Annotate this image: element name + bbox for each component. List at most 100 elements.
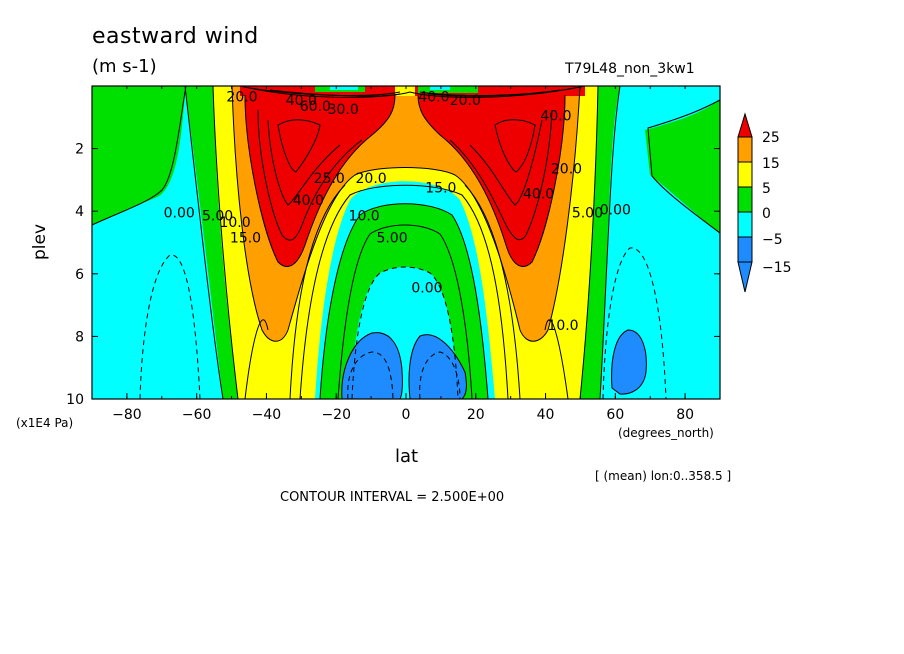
x-tick-label: 20 bbox=[467, 407, 485, 423]
run-id: T79L48_non_3kw1 bbox=[565, 61, 695, 77]
colorbar-bottom-triangle bbox=[737, 261, 753, 293]
contour-line bbox=[599, 86, 621, 399]
x-tick-label: 80 bbox=[676, 407, 694, 423]
contour-label: 5.00 bbox=[572, 205, 603, 221]
y-tick-label: 6 bbox=[75, 267, 84, 283]
x-tick-label: 60 bbox=[606, 407, 624, 423]
colorbar-swatch-5-15 bbox=[737, 161, 753, 188]
x-tick-label: −20 bbox=[321, 407, 351, 423]
contour-label: 20.0 bbox=[551, 162, 582, 178]
contour-line bbox=[429, 89, 561, 97]
chart-units: (m s-1) bbox=[92, 56, 157, 77]
y-tick-label: 2 bbox=[75, 142, 84, 158]
colorbar-label: 5 bbox=[762, 181, 771, 197]
y-tick-label: 8 bbox=[75, 329, 84, 345]
x-tick-label: −40 bbox=[252, 407, 282, 423]
contour-line bbox=[579, 86, 599, 399]
x-tick-label: 0 bbox=[402, 407, 411, 423]
contour-interval-note: CONTOUR INTERVAL = 2.500E+00 bbox=[280, 490, 505, 505]
contour-line bbox=[647, 99, 720, 234]
contour-label: 15.0 bbox=[425, 180, 456, 196]
contour-line bbox=[408, 334, 467, 399]
colorbar-label: −15 bbox=[762, 260, 792, 276]
contour-line bbox=[464, 184, 521, 399]
contour-label: 40.0 bbox=[286, 93, 317, 109]
contour-label: 10.0 bbox=[547, 318, 578, 334]
colorbar-swatch-0-5 bbox=[737, 186, 753, 213]
y-axis-units: (x1E4 Pa) bbox=[16, 416, 74, 430]
contour-label: 40.0 bbox=[523, 187, 554, 203]
colorbar-label: 15 bbox=[762, 156, 780, 172]
contour-label: 15.0 bbox=[230, 231, 261, 247]
contour-label: 0.00 bbox=[600, 202, 631, 218]
contour-line bbox=[469, 119, 543, 206]
contour-line-dashed bbox=[419, 351, 461, 399]
contour-label: 5.00 bbox=[202, 209, 233, 225]
contour-line bbox=[184, 86, 224, 399]
contour-lines bbox=[92, 86, 720, 399]
x-tick-label: −60 bbox=[182, 407, 212, 423]
contour-line-dashed bbox=[602, 247, 667, 399]
contour-line bbox=[212, 86, 239, 399]
contour-line bbox=[337, 224, 473, 399]
fill-red-left bbox=[245, 91, 395, 267]
y-axis: 2 4 6 8 10 bbox=[66, 142, 720, 408]
fill-top-yellow bbox=[395, 86, 415, 96]
fill-blue-pool-left bbox=[341, 332, 403, 399]
contour-line-dashed bbox=[347, 351, 394, 399]
contour-labels: 20.0 40.060.030.040.0 20.040.025.040.020.0… bbox=[164, 90, 631, 334]
contour-line bbox=[611, 329, 647, 395]
colorbar-label: 0 bbox=[762, 206, 771, 222]
contour-line-dashed bbox=[351, 266, 459, 399]
x-axis-label: lat bbox=[395, 446, 419, 467]
contour-line bbox=[244, 94, 396, 267]
colorbar-swatch-m15-m5 bbox=[737, 236, 753, 263]
y-tick-label: 4 bbox=[75, 204, 84, 220]
fill-green-band-left bbox=[92, 86, 186, 225]
contour-line bbox=[267, 119, 341, 206]
contour-line bbox=[341, 332, 403, 399]
x-tick-label: −80 bbox=[112, 407, 142, 423]
contour-label: 20.0 bbox=[450, 93, 481, 109]
contour-line bbox=[239, 86, 586, 98]
contour-label: 0.00 bbox=[164, 205, 195, 221]
contour-line bbox=[289, 184, 346, 399]
colorbar-label: 25 bbox=[762, 130, 780, 146]
fill-blue-pool-center bbox=[409, 334, 467, 399]
colorbar-label: −5 bbox=[762, 232, 783, 248]
contour-label: 25.0 bbox=[314, 171, 345, 187]
y-tick-label: 10 bbox=[66, 392, 84, 408]
fill-top-cyan-right bbox=[430, 86, 450, 90]
contour-label: 60.0 bbox=[300, 99, 331, 115]
contour-line bbox=[417, 94, 566, 267]
contour-label: 40.0 bbox=[293, 193, 324, 209]
fill-red-right bbox=[418, 91, 565, 267]
contour-line bbox=[257, 109, 363, 241]
x-axis: −80 −60 −40 −20 0 20 40 60 80 bbox=[91, 86, 721, 423]
contour-label: 40.0 bbox=[540, 108, 571, 124]
contour-line bbox=[299, 184, 509, 399]
contour-label: 30.0 bbox=[328, 102, 359, 118]
colorbar-top-triangle bbox=[737, 112, 753, 138]
contour-line bbox=[544, 319, 569, 399]
contour-line bbox=[449, 109, 553, 241]
colorbar-swatch-m5-0 bbox=[737, 211, 753, 238]
chart-title: eastward wind bbox=[92, 24, 259, 49]
x-tick-label: 40 bbox=[537, 407, 555, 423]
filled-contours bbox=[92, 86, 720, 399]
colorbar-labels: 25 15 5 0 −5 −15 bbox=[762, 130, 792, 276]
contour-label: 10.0 bbox=[349, 209, 380, 225]
contour-line bbox=[231, 86, 581, 342]
contour-label: 0.00 bbox=[411, 281, 442, 297]
contour-label: 5.00 bbox=[376, 231, 407, 247]
colorbar: 25 15 5 0 −5 −15 bbox=[737, 112, 792, 293]
fill-top-cyan bbox=[330, 86, 358, 90]
contour-line bbox=[269, 89, 401, 97]
contour-label: 40.0 bbox=[418, 90, 449, 106]
contour-line bbox=[277, 119, 321, 173]
contour-line bbox=[92, 86, 187, 226]
contour-line bbox=[244, 319, 269, 399]
colorbar-swatch-15-25 bbox=[737, 136, 753, 163]
contour-label: 20.0 bbox=[226, 90, 257, 106]
